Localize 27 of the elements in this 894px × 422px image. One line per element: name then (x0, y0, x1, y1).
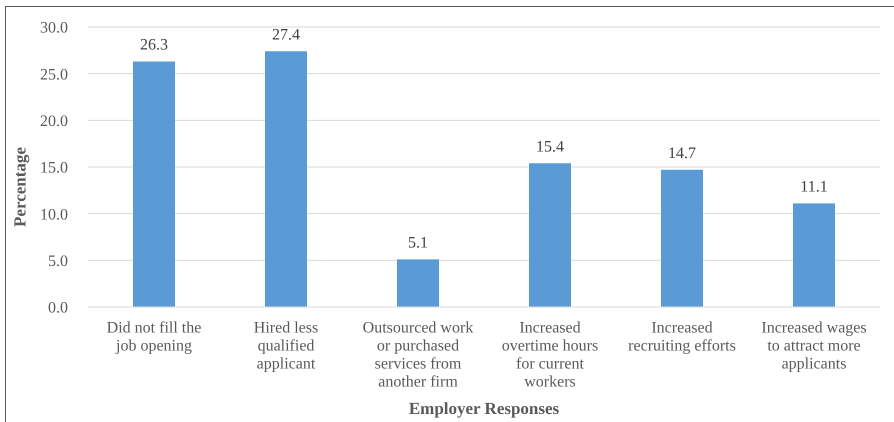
y-tick-label: 0.0 (48, 300, 68, 317)
x-axis-title: Employer Responses (408, 399, 560, 418)
x-tick-label: Increased overtime hours for current workers (502, 320, 598, 391)
x-tick-label: Hired less qualified applicant (254, 320, 318, 373)
y-tick-label: 20.0 (40, 113, 68, 130)
x-tick-label: Increased recruiting efforts (628, 320, 736, 355)
data-label: 14.7 (668, 144, 696, 162)
data-label: 26.3 (140, 36, 168, 54)
bar (529, 163, 571, 307)
y-tick-label: 10.0 (40, 206, 68, 224)
data-label: 27.4 (272, 26, 300, 44)
bar (397, 259, 439, 307)
x-tick-label: Increased wages to attract more applicants (761, 320, 867, 373)
data-label: 5.1 (408, 234, 428, 252)
bar (793, 203, 835, 307)
x-tick-label: Outsourced work or purchased services from another firm (362, 320, 474, 391)
bar (661, 170, 703, 307)
y-tick-label: 5.0 (48, 253, 68, 270)
bar (133, 62, 175, 307)
bar (265, 51, 307, 307)
data-label: 11.1 (800, 178, 828, 196)
y-tick-label: 30.0 (40, 20, 68, 37)
y-tick-label: 25.0 (40, 66, 68, 84)
y-axis-title: Percentage (10, 146, 30, 227)
x-tick-label: Did not fill the job opening (106, 320, 202, 355)
y-tick-label: 15.0 (40, 160, 68, 177)
data-label: 15.4 (536, 138, 564, 156)
